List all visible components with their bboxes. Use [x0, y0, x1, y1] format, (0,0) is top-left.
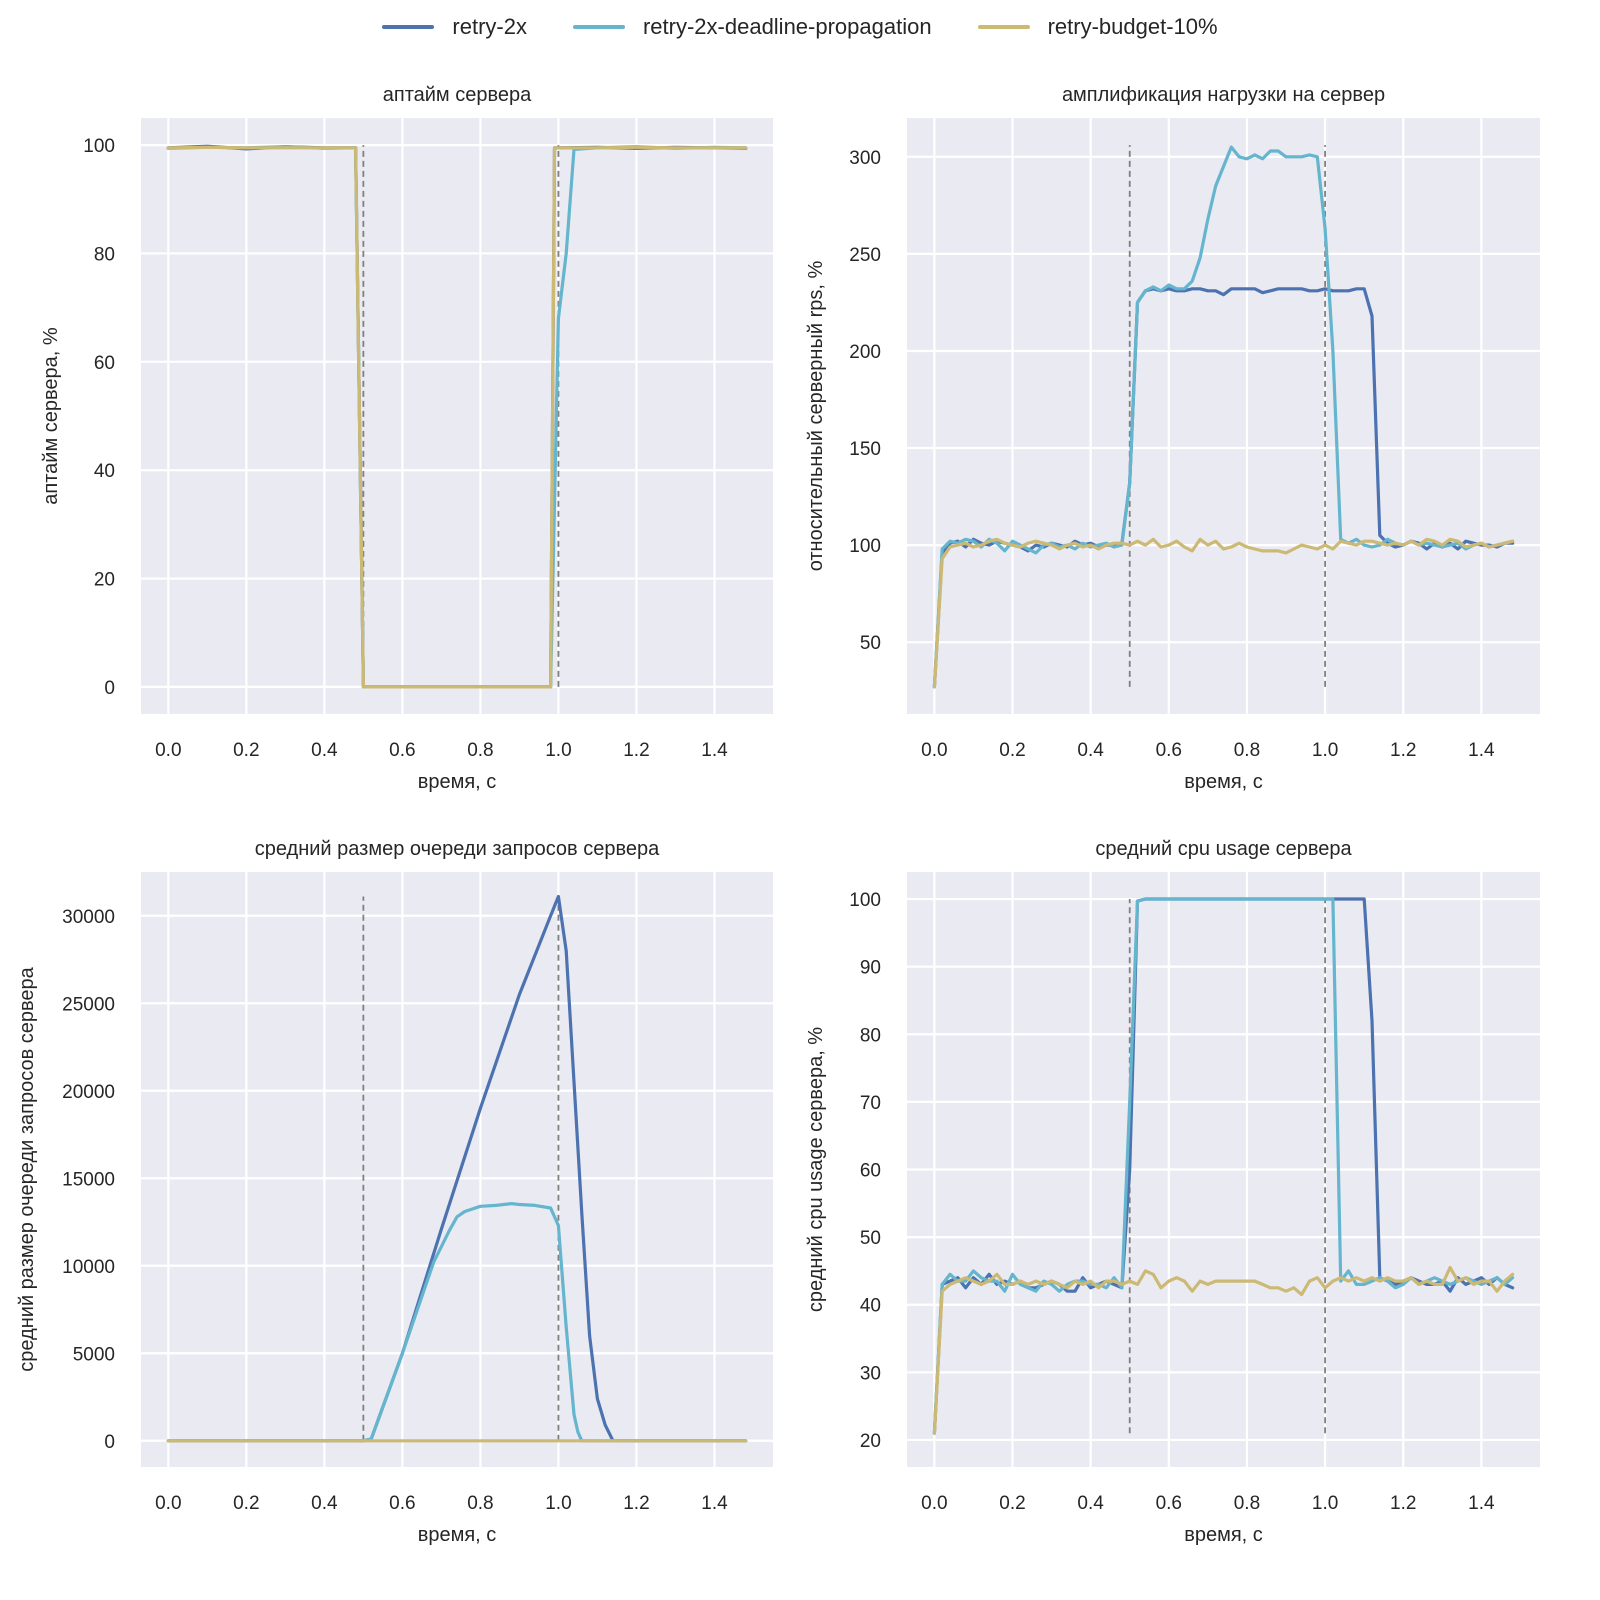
series-line-retry-budget-10: [166, 145, 748, 689]
x-tick-label: 0.8: [467, 1493, 493, 1514]
y-tick-label: 100: [83, 136, 115, 157]
subplot-title: средний cpu usage сервера: [1095, 838, 1352, 860]
x-axis-label: время, с: [1184, 771, 1263, 793]
y-axis-label: относительный серверный rps, %: [805, 261, 827, 572]
x-tick-label: 0.2: [233, 1493, 259, 1514]
y-axis-label: средний размер очереди запросов сервера: [16, 966, 38, 1371]
y-tick-label: 100: [849, 890, 881, 911]
y-tick-label: 100: [849, 536, 881, 557]
x-tick-label: 0.4: [311, 740, 338, 761]
x-tick-label: 0.0: [921, 1493, 947, 1514]
plot-background: [907, 118, 1540, 714]
y-tick-label: 40: [94, 461, 115, 482]
x-axis-label: время, с: [1184, 1524, 1263, 1546]
x-tick-label: 1.0: [1312, 740, 1338, 761]
y-tick-label: 60: [860, 1161, 881, 1182]
y-tick-label: 70: [860, 1093, 881, 1114]
x-tick-label: 1.0: [545, 740, 571, 761]
y-axis-label: аптайм сервера, %: [40, 327, 62, 505]
y-tick-label: 0: [104, 1432, 115, 1453]
y-tick-label: 15000: [62, 1169, 115, 1190]
series-line-retry-budget-10: [932, 537, 1515, 689]
y-tick-label: 50: [860, 1228, 881, 1249]
x-tick-label: 1.4: [1468, 1493, 1495, 1514]
y-tick-label: 10000: [62, 1257, 115, 1278]
series-line-retry-budget-10: [932, 1265, 1515, 1435]
x-tick-label: 0.0: [155, 1493, 181, 1514]
x-tick-label: 0.4: [1077, 740, 1104, 761]
y-tick-label: 150: [849, 439, 881, 460]
subplot-4: 0.0 0.2 0.4 0.6 0.8 1.0 1.2 1.4 20 30 40 50 60 70 80 90…: [805, 838, 1540, 1546]
y-tick-label: 60: [94, 353, 115, 374]
subplot-title: аптайм сервера: [383, 84, 532, 106]
y-tick-label: 30000: [62, 907, 115, 928]
legend-swatch: [977, 25, 1030, 29]
y-tick-label: 50: [860, 633, 881, 654]
y-tick-label: 40: [860, 1296, 881, 1317]
y-tick-label: 200: [849, 342, 881, 363]
x-tick-label: 0.6: [1156, 740, 1182, 761]
x-tick-label: 0.0: [155, 740, 181, 761]
y-tick-label: 90: [860, 958, 881, 979]
x-tick-label: 0.6: [389, 1493, 415, 1514]
legend-item-retry-budget-10: retry-budget-10%: [977, 14, 1218, 40]
legend-label: retry-2x: [452, 14, 527, 39]
x-tick-label: 1.2: [1390, 740, 1416, 761]
x-tick-label: 0.2: [999, 740, 1025, 761]
legend-item-retry-2x-deadline-propagation: retry-2x-deadline-propagation: [572, 14, 932, 40]
x-tick-label: 0.8: [1234, 740, 1260, 761]
legend-swatch: [382, 25, 435, 29]
x-tick-label: 1.0: [1312, 1493, 1338, 1514]
x-tick-label: 1.4: [701, 740, 728, 761]
plot-background: [141, 118, 773, 714]
x-tick-label: 0.8: [467, 740, 493, 761]
legend-label: retry-2x-deadline-propagation: [642, 14, 932, 39]
y-tick-label: 0: [104, 678, 115, 699]
x-axis-label: время, с: [418, 1524, 497, 1546]
y-tick-label: 300: [849, 148, 881, 169]
x-tick-label: 0.6: [1156, 1493, 1182, 1514]
legend: retry-2x retry-2x-deadline-propagation r…: [0, 14, 1600, 40]
y-tick-label: 25000: [62, 994, 115, 1015]
x-tick-label: 1.0: [545, 1493, 571, 1514]
x-tick-label: 0.8: [1234, 1493, 1260, 1514]
x-tick-label: 0.4: [1077, 1493, 1104, 1514]
y-tick-label: 30: [860, 1363, 881, 1384]
y-tick-label: 250: [849, 245, 881, 266]
y-tick-label: 20: [94, 570, 115, 591]
x-tick-label: 0.2: [999, 1493, 1025, 1514]
y-axis-label: средний cpu usage сервера, %: [805, 1027, 827, 1312]
legend-item-retry-2x: retry-2x: [382, 14, 527, 40]
x-tick-label: 0.0: [921, 740, 947, 761]
x-tick-label: 0.6: [389, 740, 415, 761]
legend-label: retry-budget-10%: [1047, 14, 1218, 39]
y-tick-label: 5000: [73, 1344, 115, 1365]
legend-swatch: [572, 25, 625, 29]
y-tick-label: 20: [860, 1431, 881, 1452]
x-tick-label: 0.4: [311, 1493, 338, 1514]
x-tick-label: 1.2: [623, 740, 649, 761]
y-tick-label: 20000: [62, 1082, 115, 1103]
subplot-title: амплификация нагрузки на сервер: [1062, 84, 1385, 106]
x-tick-label: 1.2: [623, 1493, 649, 1514]
subplot-title: средний размер очереди запросов сервера: [255, 838, 660, 860]
x-tick-label: 1.4: [1468, 740, 1495, 761]
subplot-2: 0.0 0.2 0.4 0.6 0.8 1.0 1.2 1.4 50 100 150 200 250 30…: [805, 84, 1540, 793]
subplot-3: 0.0 0.2 0.4 0.6 0.8 1.0 1.2 1.4 0 5000 10000 15000 2…: [16, 838, 773, 1546]
x-tick-label: 1.4: [701, 1493, 728, 1514]
plot-background: [141, 872, 773, 1467]
x-axis-label: время, с: [418, 771, 497, 793]
y-tick-label: 80: [860, 1025, 881, 1046]
x-tick-label: 1.2: [1390, 1493, 1416, 1514]
x-tick-label: 0.2: [233, 740, 259, 761]
y-tick-label: 80: [94, 244, 115, 265]
subplot-1: 0.0 0.2 0.4 0.6 0.8 1.0 1.2 1.4 0 20 40 60 80 100 апта…: [40, 84, 773, 793]
